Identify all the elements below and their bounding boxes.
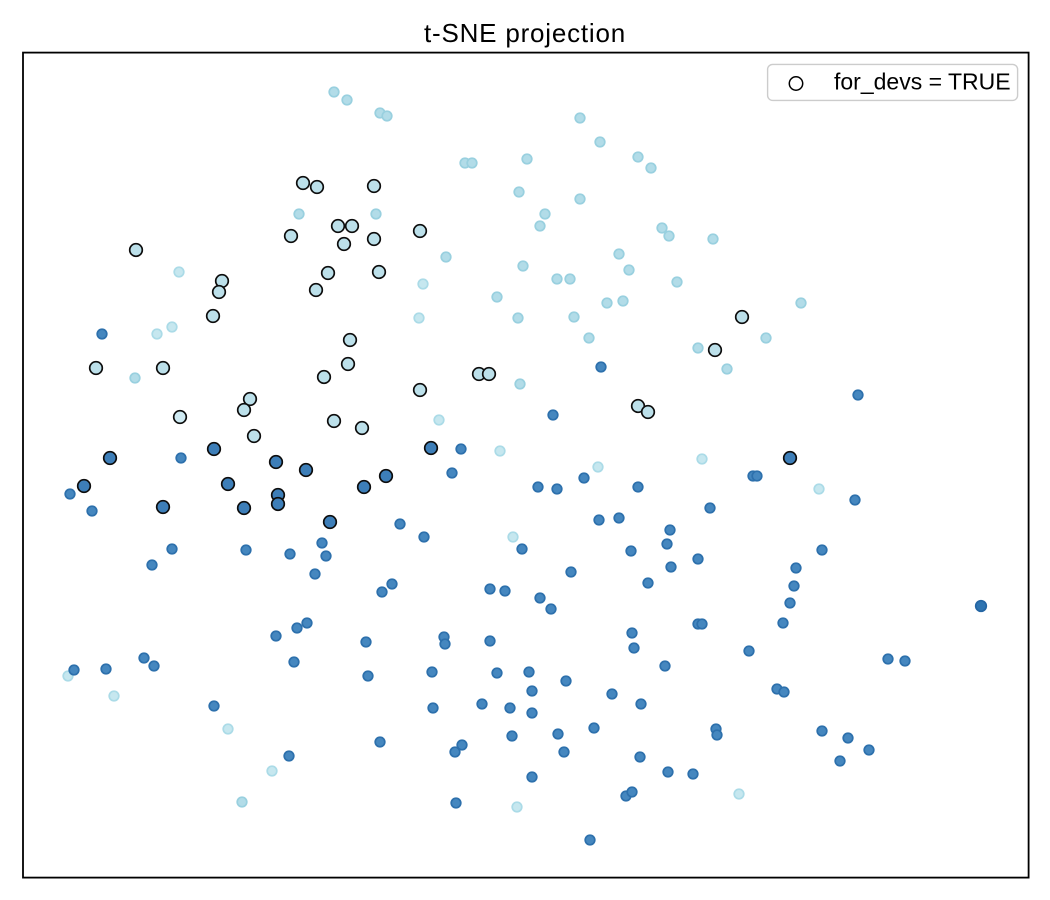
svg-text:for_devs = TRUE: for_devs = TRUE	[834, 69, 1011, 95]
svg-text:t-SNE projection: t-SNE projection	[424, 18, 626, 48]
